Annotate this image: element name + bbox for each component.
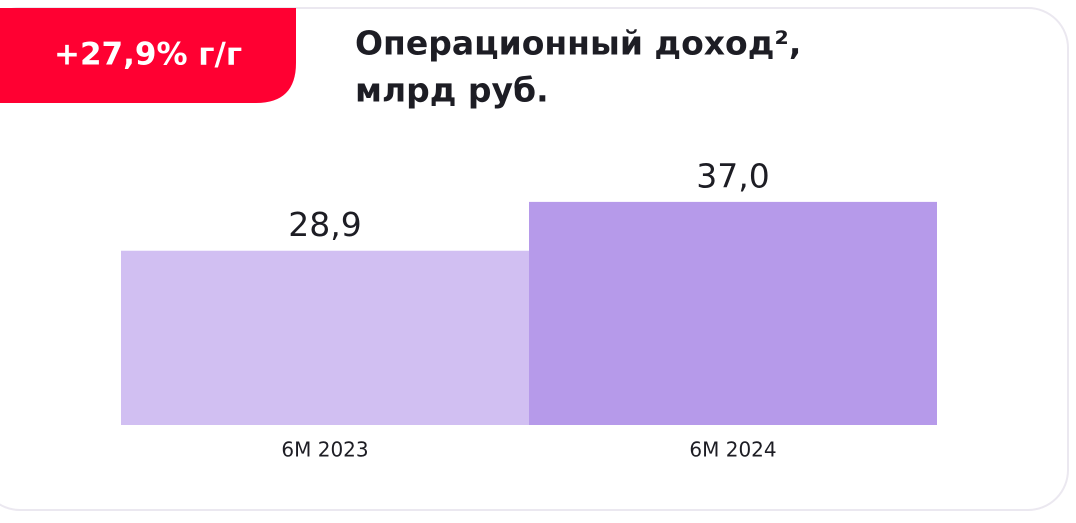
value-label: 37,0: [696, 156, 769, 195]
chart-title: млрд руб.: [355, 71, 549, 110]
x-tick-label: 6М 2023: [281, 438, 368, 462]
value-label: 28,9: [288, 205, 361, 244]
bar: [121, 250, 529, 425]
bar: [529, 201, 937, 425]
x-tick-label: 6М 2024: [689, 438, 776, 462]
badge: [0, 8, 296, 103]
badge-text: +27,9% г/г: [54, 37, 242, 73]
chart-title: Операционный доход²,: [355, 24, 801, 63]
